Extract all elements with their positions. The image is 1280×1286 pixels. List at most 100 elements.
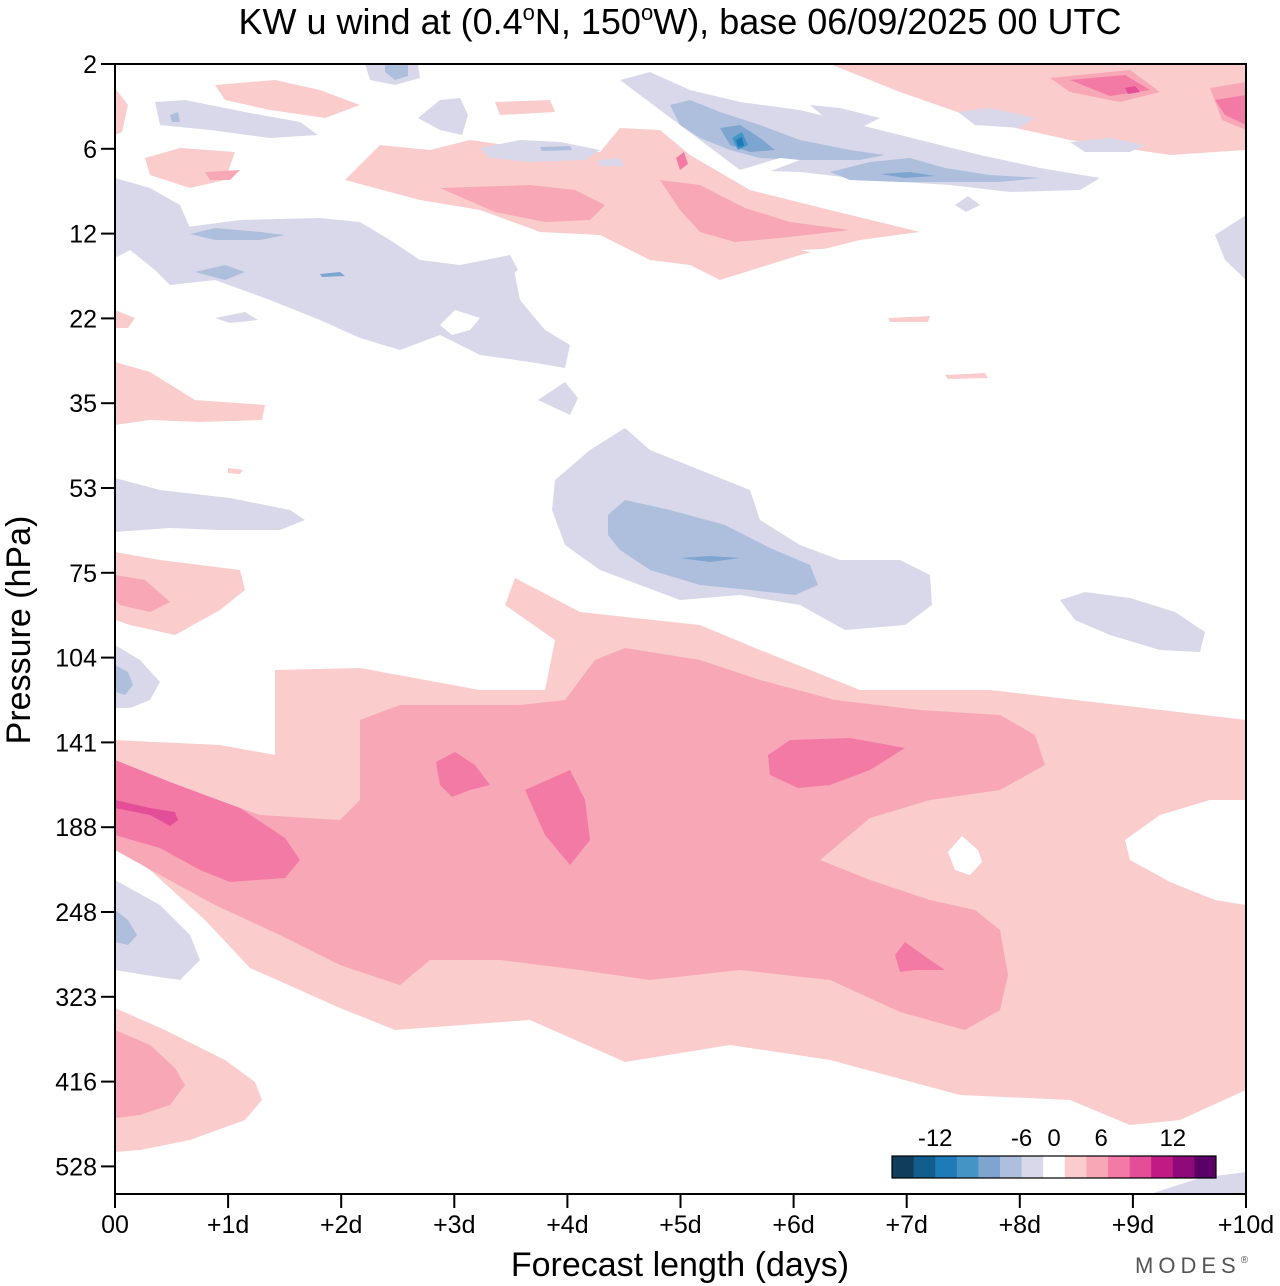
contour-pos-top-left-3 bbox=[215, 80, 360, 118]
contour-pos-141-c-6 bbox=[768, 738, 905, 788]
colorbar-swatch bbox=[1108, 1156, 1131, 1178]
x-tick-label: +7d bbox=[885, 1211, 927, 1239]
contour-pos-top-right-6 bbox=[1215, 95, 1246, 125]
x-axis-ticks: 00 +1d +2d +3d +4d +5d +6d +7d +8d +9d +10d bbox=[101, 1194, 1274, 1239]
contour-neg-75-3 bbox=[552, 428, 932, 630]
contour-neg-strat-9 bbox=[736, 137, 744, 147]
contour-neg-12-4.5 bbox=[190, 228, 285, 240]
colorbar-swatch bbox=[978, 1156, 1001, 1178]
contour-zero-hole-5 bbox=[800, 248, 860, 258]
contour-pos-35-3 bbox=[115, 362, 265, 425]
y-tick-label: 416 bbox=[55, 1069, 97, 1097]
contour-neg-6b-3 bbox=[1070, 138, 1145, 152]
x-tick-label: +6d bbox=[772, 1211, 814, 1239]
contour-layer bbox=[115, 64, 1246, 1194]
contour-pos-top-right-7.5 bbox=[1125, 86, 1140, 94]
contour-neg-248-3 bbox=[115, 880, 200, 980]
contour-pos-416-4.5 bbox=[115, 1030, 185, 1118]
x-tick-label: +9d bbox=[1112, 1211, 1154, 1239]
contour-neg-top-4.5 bbox=[385, 64, 408, 80]
x-tick-label: +1d bbox=[207, 1211, 249, 1239]
y-axis-ticks: 2 6 12 22 35 53 75 104 141 188 248 323 416 528 bbox=[55, 51, 115, 1181]
contour-zero-hole-3 bbox=[440, 310, 480, 335]
colorbar-swatch bbox=[935, 1156, 958, 1178]
y-tick-label: 141 bbox=[55, 729, 97, 757]
chart-title: KW u wind at (0.4oN, 150oW), base 06/09/… bbox=[239, 0, 1122, 42]
contour-pos-75-3 bbox=[115, 552, 245, 635]
modes-logo-text: MODES® bbox=[1135, 1253, 1249, 1278]
contour-pos-416-3 bbox=[115, 1008, 262, 1152]
contour-neg-blip-4.5-1 bbox=[170, 112, 180, 122]
contour-neg-8-4.5 bbox=[830, 158, 1040, 182]
contour-pos-6hpa-6 bbox=[676, 152, 688, 170]
y-tick-label: 104 bbox=[55, 645, 97, 673]
contour-neg-53-3 bbox=[115, 478, 305, 532]
colorbar-frame bbox=[891, 1155, 1217, 1179]
contour-neg-90-3 bbox=[1060, 592, 1205, 652]
y-tick-label: 248 bbox=[55, 899, 97, 927]
y-tick-label: 35 bbox=[69, 390, 97, 418]
contour-neg-16-4.5 bbox=[195, 265, 245, 280]
contour-neg-35-3 bbox=[538, 382, 578, 415]
colorbar-swatch bbox=[1129, 1156, 1152, 1178]
contour-pos-blip-1 bbox=[495, 100, 555, 115]
contour-pos-blip-3 bbox=[945, 373, 988, 379]
contour-neg-75-6 bbox=[680, 556, 740, 562]
contour-pos-141-a-6 bbox=[436, 752, 490, 797]
contour-neg-248-4.5 bbox=[115, 910, 137, 945]
y-tick-label: 323 bbox=[55, 984, 97, 1012]
contour-neg-strat-6 bbox=[720, 125, 775, 152]
y-tick-label: 75 bbox=[69, 560, 97, 588]
contour-neg-75-4.5 bbox=[608, 500, 818, 595]
x-tick-label: +8d bbox=[999, 1211, 1041, 1239]
contour-neg-4-3 bbox=[155, 100, 318, 138]
contour-zero-hole-4 bbox=[740, 158, 800, 175]
contour-pos-75-4.5 bbox=[115, 575, 170, 612]
colorbar-swatch bbox=[1172, 1156, 1195, 1178]
contour-neg-104-4.5 bbox=[115, 665, 133, 695]
contour-neg-blip-4 bbox=[598, 158, 625, 166]
contour-pos-blip-2 bbox=[888, 316, 930, 322]
contour-pos-strat-3 bbox=[345, 128, 920, 280]
contour-neg-4d-3 bbox=[958, 108, 1035, 128]
contour-pos-strat-4.5 bbox=[440, 185, 605, 222]
contour-neg-6-3 bbox=[480, 140, 600, 162]
contour-pos-left-edge-3 bbox=[115, 88, 128, 135]
contour-pos-188-6 bbox=[115, 760, 300, 882]
x-axis-label: Forecast length (days) bbox=[511, 1246, 849, 1284]
contour-zero-hole-2 bbox=[1125, 800, 1246, 905]
colorbar-tick-label: -6 bbox=[1011, 1125, 1032, 1152]
colorbar-swatch bbox=[1086, 1156, 1109, 1178]
contour-pos-strat3-4.5 bbox=[205, 170, 240, 180]
y-tick-label: 188 bbox=[55, 814, 97, 842]
colorbar-tick-labels: -12 -6 0 6 12 bbox=[918, 1125, 1186, 1152]
x-tick-label: +5d bbox=[659, 1211, 701, 1239]
contour-neg-blip-1 bbox=[215, 312, 258, 323]
contour-neg-4c-3 bbox=[810, 105, 880, 128]
y-tick-label: 2 bbox=[83, 51, 97, 79]
y-tick-label: 6 bbox=[83, 136, 97, 164]
colorbar bbox=[891, 1155, 1217, 1179]
colorbar-swatch bbox=[1000, 1156, 1023, 1178]
contour-pos-blip-5 bbox=[228, 468, 243, 474]
contour-neg-strat-4.5 bbox=[670, 100, 885, 160]
contour-neg-blip-4.5-2 bbox=[540, 146, 572, 151]
x-tick-label: 00 bbox=[101, 1211, 129, 1239]
colorbar-tick-label: -12 bbox=[918, 1125, 953, 1152]
x-tick-label: +2d bbox=[320, 1211, 362, 1239]
contour-neg-strat-top-3 bbox=[620, 72, 1100, 192]
y-tick-label: 53 bbox=[69, 475, 97, 503]
colorbar-swatch bbox=[956, 1156, 979, 1178]
colorbar-swatch bbox=[1194, 1156, 1217, 1178]
colorbar-swatch bbox=[1064, 1156, 1087, 1178]
contour-neg-8b-6 bbox=[880, 172, 935, 178]
x-tick-label: +10d bbox=[1218, 1211, 1274, 1239]
contour-pos-blip-4 bbox=[115, 310, 135, 328]
contour-zero-hole-1 bbox=[948, 836, 982, 875]
contour-pos-strat2-4.5 bbox=[660, 180, 850, 242]
colorbar-tick-label: 6 bbox=[1095, 1125, 1108, 1152]
x-tick-label: +3d bbox=[433, 1211, 475, 1239]
contour-pos-188-7.5 bbox=[115, 800, 178, 826]
contour-neg-12-3 bbox=[1215, 215, 1246, 280]
